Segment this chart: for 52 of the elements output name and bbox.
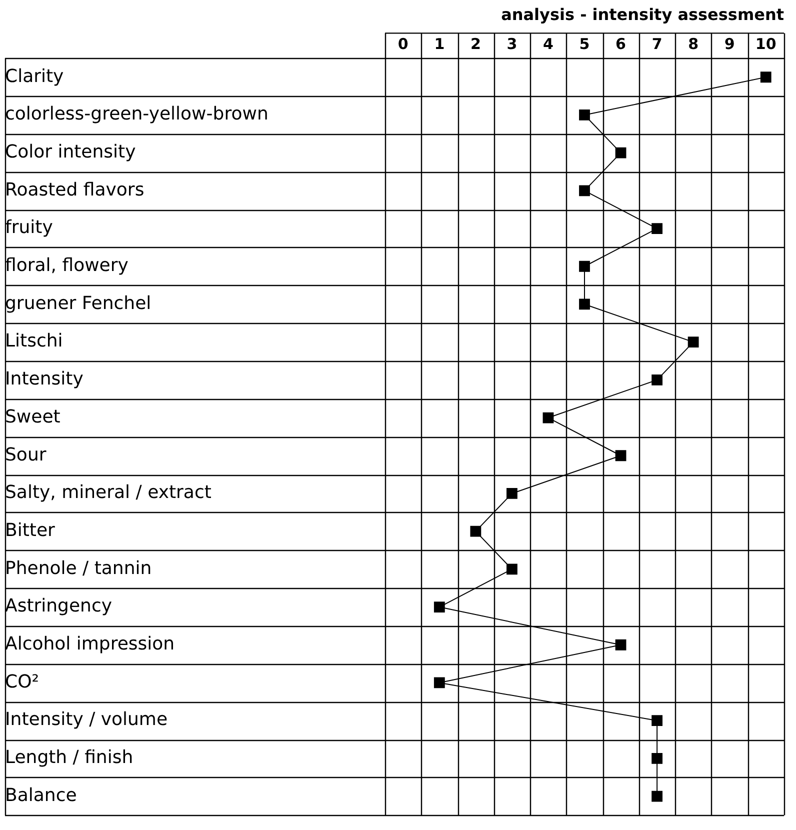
x-tick-label: 5 <box>579 35 590 54</box>
point <box>579 260 590 272</box>
x-tick-label: 1 <box>434 35 445 54</box>
y-tick-label: Clarity <box>5 66 64 87</box>
point <box>760 72 772 83</box>
point <box>688 336 699 348</box>
y-tick-label: Salty, mineral / extract <box>5 482 212 504</box>
y-tick-label: Intensity <box>5 368 84 390</box>
point <box>652 223 662 234</box>
point <box>652 752 662 764</box>
y-tick-label: fruity <box>5 217 54 238</box>
point <box>579 298 590 310</box>
x-tick-label: 8 <box>688 35 699 54</box>
y-tick-label: Length / finish <box>5 747 134 768</box>
chart-title: analysis - intensity assessment <box>501 4 784 24</box>
point <box>615 639 626 650</box>
y-tick-label: Color intensity <box>5 141 136 162</box>
point <box>506 564 518 575</box>
x-tick-label: 9 <box>724 35 735 54</box>
point <box>542 412 554 424</box>
y-tick-label: CO² <box>5 671 39 692</box>
point <box>652 715 662 726</box>
x-tick-label: 6 <box>616 35 626 54</box>
y-tick-label: Bitter <box>5 520 56 541</box>
y-tick-label: Astringency <box>5 596 112 617</box>
point <box>652 374 662 386</box>
y-tick-label: Alcohol impression <box>5 634 175 655</box>
y-tick-label: Balance <box>5 784 77 806</box>
point <box>652 790 662 802</box>
x-tick-label: 7 <box>652 35 662 54</box>
y-tick-label: colorless-green-yellow-brown <box>5 104 268 125</box>
x-tick-label: 4 <box>543 35 554 54</box>
y-tick-label: floral, flowery <box>5 255 129 276</box>
point <box>579 110 590 120</box>
x-tick-label: 3 <box>506 35 518 54</box>
x-tick-label: 2 <box>470 35 481 54</box>
point <box>615 450 626 462</box>
x-tick-label: 10 <box>755 35 776 54</box>
y-tick-label: Sour <box>5 444 47 466</box>
point <box>579 185 590 196</box>
y-tick-label: gruener Fenchel <box>5 292 152 314</box>
point <box>615 147 626 158</box>
point <box>434 677 445 688</box>
y-tick-label: Litschi <box>5 330 63 352</box>
point <box>434 602 445 612</box>
y-tick-label: Phenole / tannin <box>5 558 152 579</box>
point <box>470 526 482 537</box>
point <box>506 488 518 499</box>
x-tick-label: 0 <box>398 35 408 54</box>
y-tick-label: Roasted flavors <box>5 179 144 200</box>
y-tick-label: Intensity / volume <box>5 709 168 730</box>
y-tick-label: Sweet <box>5 406 60 428</box>
